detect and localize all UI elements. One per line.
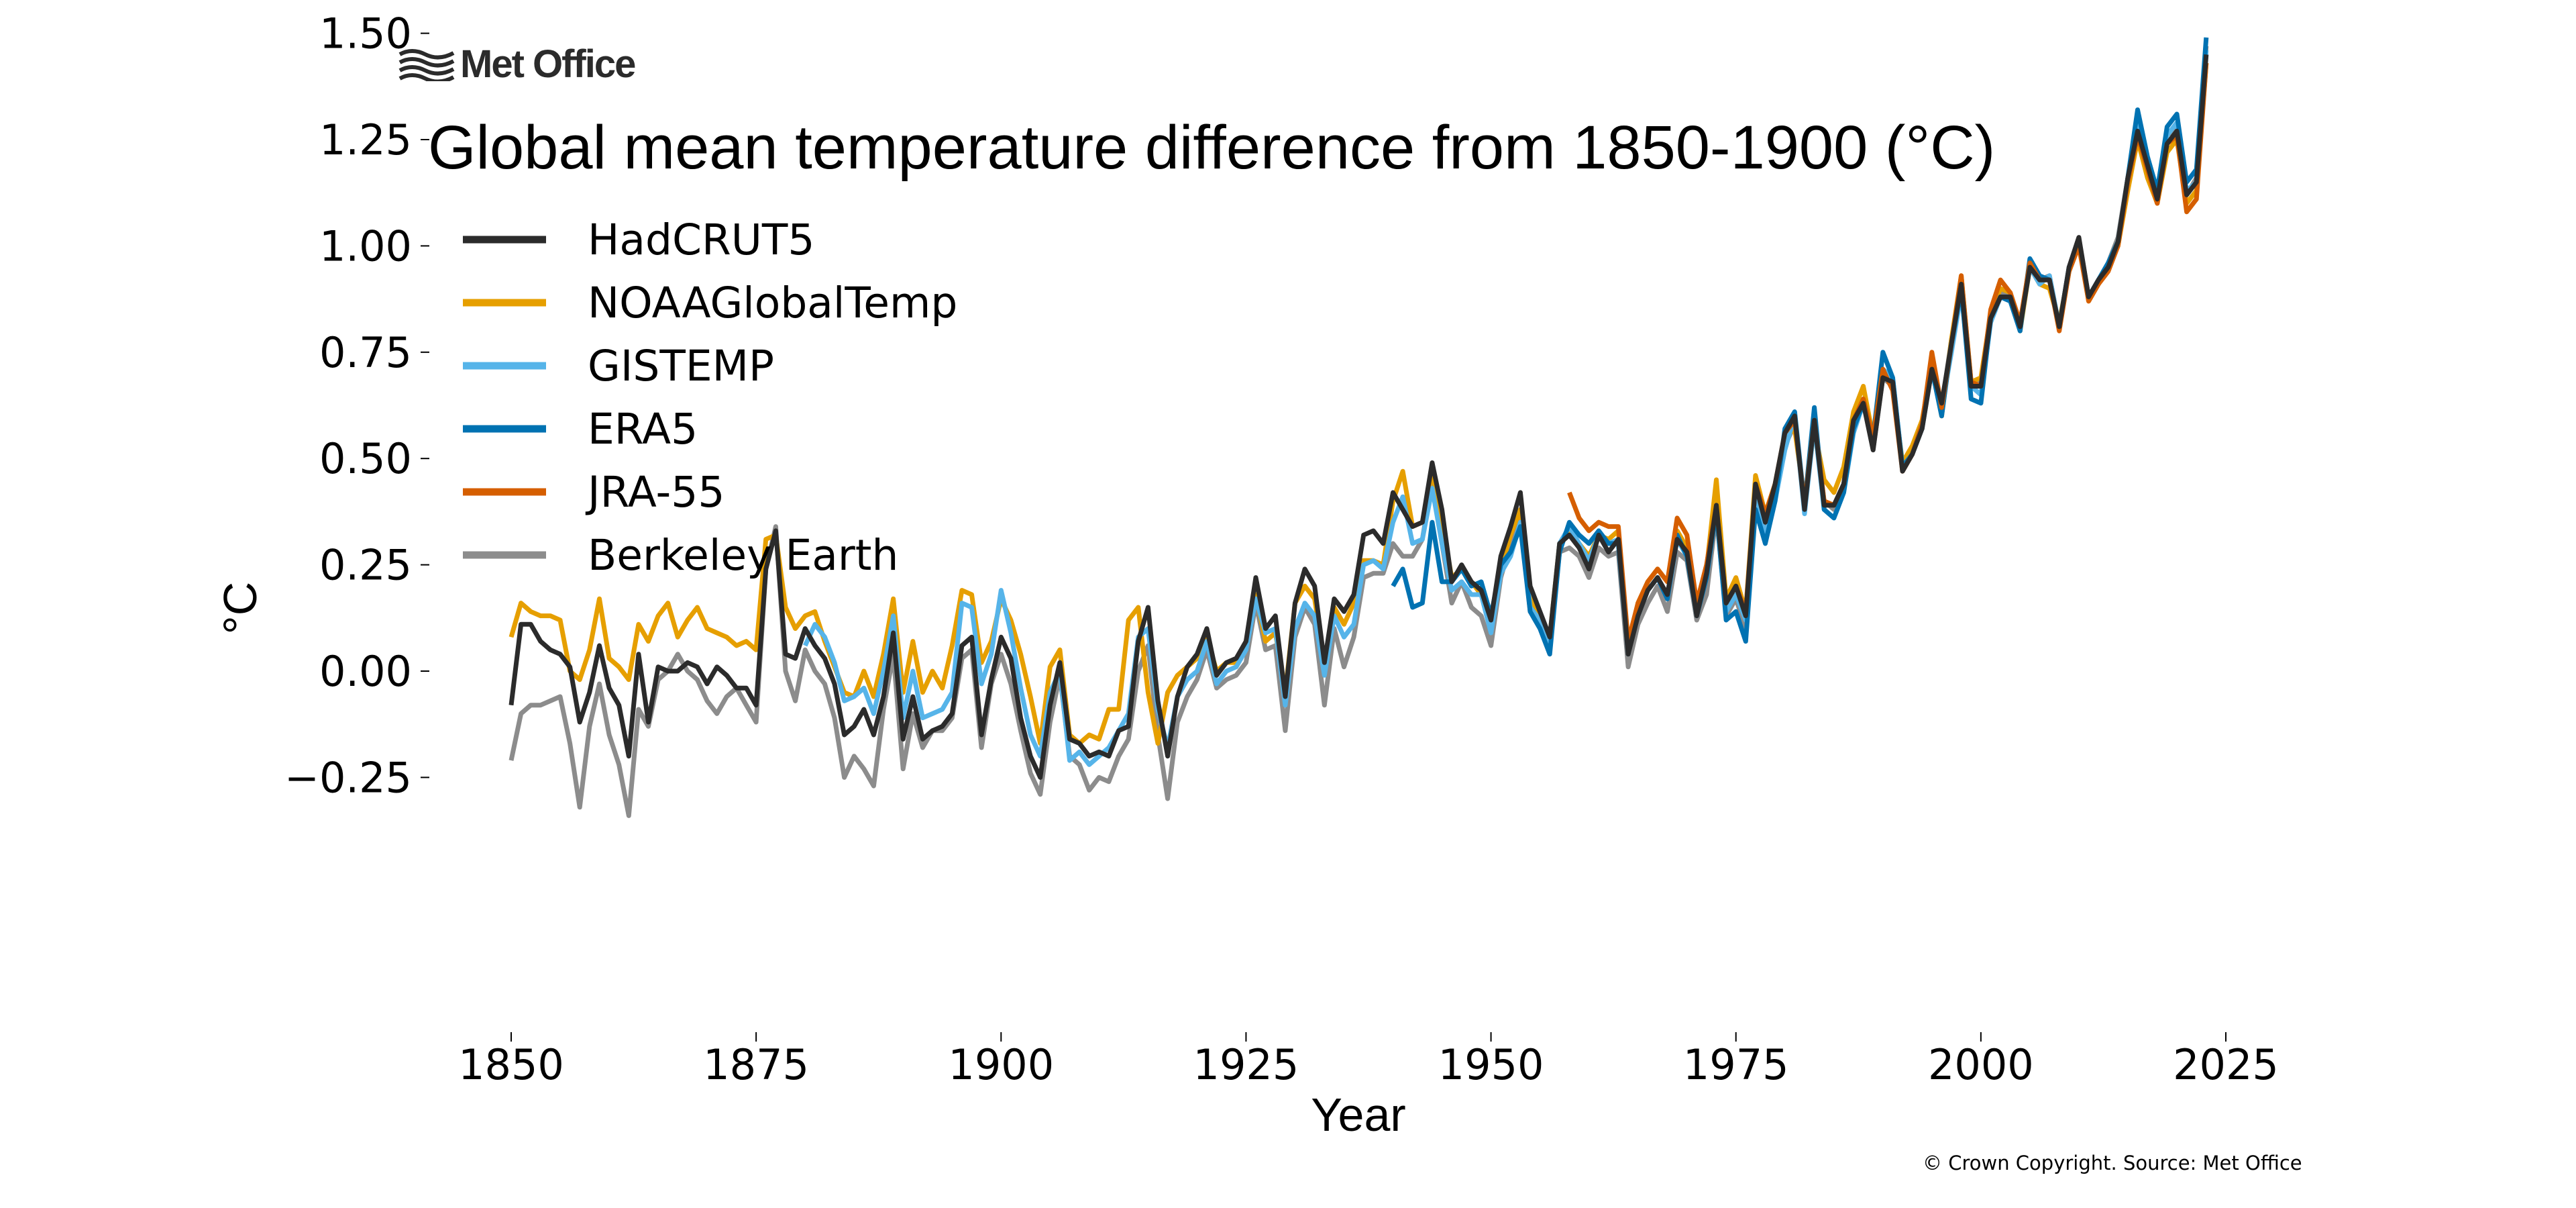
legend-item-gistemp: GISTEMP: [463, 342, 774, 391]
y-tick-label: 1.50: [319, 9, 412, 58]
y-tick-label: 1.00: [319, 221, 412, 270]
logo-text: Met Office: [460, 42, 636, 86]
x-axis-label: Year: [1311, 1089, 1405, 1141]
x-tick-label: 1950: [1438, 1040, 1544, 1089]
y-tick-label: 0.25: [319, 541, 412, 590]
series-line-hadcrut5: [508, 54, 2209, 780]
x-axis: 1850 1875 1900 1925 1950 1975 2000 2025: [458, 1032, 2279, 1089]
legend-label: GISTEMP: [588, 342, 774, 391]
legend-label: HadCRUT5: [588, 215, 814, 264]
waves-icon: [398, 48, 455, 81]
y-tick-label: −0.25: [284, 753, 412, 802]
x-tick-label: 2000: [1928, 1040, 2034, 1089]
legend-item-jra-55: JRA-55: [463, 468, 724, 517]
y-tick-label: 0.00: [319, 647, 412, 696]
x-tick-label: 1850: [458, 1040, 564, 1089]
x-tick-label: 1975: [1683, 1040, 1789, 1089]
met-office-logo: Met Office: [398, 42, 636, 87]
y-axis: −0.25 0.00 0.25 0.50 0.75 1.00 1.25 1.50: [284, 9, 429, 802]
legend-item-berkeley-earth: Berkeley Earth: [463, 531, 898, 580]
legend-label: NOAAGlobalTemp: [588, 279, 957, 328]
copyright-notice: © Crown Copyright. Source: Met Office: [1923, 1152, 2302, 1174]
y-tick-label: 1.25: [319, 115, 412, 164]
y-tick-label: 0.75: [319, 328, 412, 377]
x-tick-label: 1925: [1193, 1040, 1299, 1089]
legend-label: JRA-55: [585, 468, 724, 517]
y-tick-label: 0.50: [319, 434, 412, 483]
legend-item-noaaglobaltemp: NOAAGlobalTemp: [463, 279, 957, 328]
x-tick-label: 1875: [703, 1040, 809, 1089]
series-line-berkeley-earth: [508, 46, 2209, 818]
legend-label: ERA5: [588, 405, 698, 454]
legend-item-hadcrut5: HadCRUT5: [463, 215, 814, 264]
series-line-jra-55: [1567, 62, 2209, 644]
x-tick-label: 1900: [948, 1040, 1054, 1089]
series-layer: [508, 37, 2209, 818]
series-line-gistemp: [803, 50, 2209, 767]
chart-title: Global mean temperature difference from …: [428, 113, 1996, 182]
x-tick-label: 2025: [2173, 1040, 2279, 1089]
y-axis-label: °C: [214, 582, 266, 635]
legend-item-era5: ERA5: [463, 405, 698, 454]
series-line-era5: [1391, 37, 2209, 657]
legend: HadCRUT5 NOAAGlobalTemp GISTEMP ERA5 JRA-55 B…: [463, 215, 957, 580]
series-line-noaaglobaltemp: [508, 62, 2209, 746]
legend-label: Berkeley Earth: [588, 531, 898, 580]
